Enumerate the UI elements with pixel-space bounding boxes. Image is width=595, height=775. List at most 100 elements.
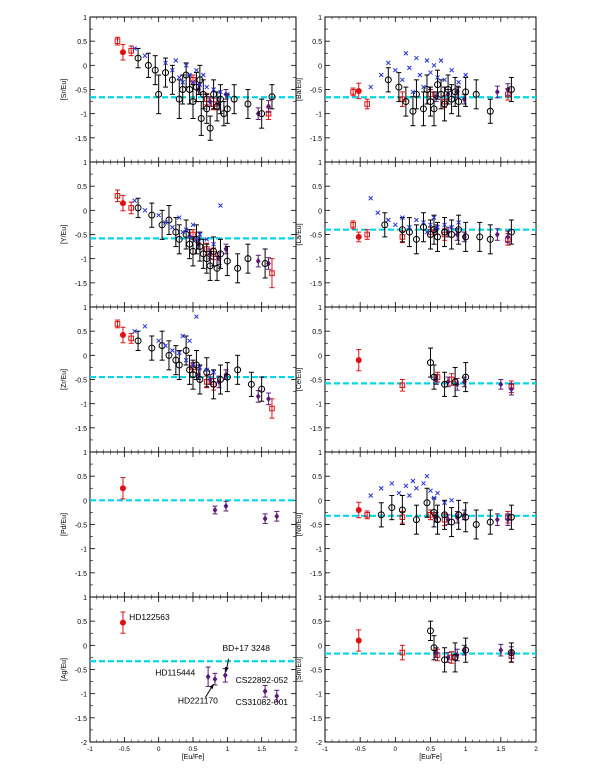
data-point-black-circle [223, 373, 231, 381]
arrow-head [209, 684, 214, 689]
data-point-black-circle [148, 211, 156, 219]
data-point-blue-cross [421, 481, 426, 486]
data-point-blue-cross [456, 79, 461, 85]
data-point-blue-cross [218, 89, 223, 95]
x-tick-label: 1 [226, 746, 230, 753]
data-point-blue-cross [183, 62, 189, 68]
y-tick-label: -1 [81, 692, 87, 699]
data-point-blue-cross [407, 224, 412, 230]
data-point-black-circle [472, 521, 480, 528]
data-point-blue-cross [435, 75, 440, 80]
data-point-blue-cross [449, 497, 454, 503]
data-point-blue-cross [442, 222, 447, 228]
y-tick-label: -1.5 [75, 426, 87, 433]
data-point-black-circle [247, 380, 255, 388]
data-point-black-circle [437, 90, 445, 98]
data-point-purple-diamond [498, 381, 504, 388]
star-label: CS22892-052 [236, 675, 289, 685]
data-point-blue-cross [163, 343, 168, 349]
data-point-blue-cross [392, 222, 398, 228]
panel-frame [324, 306, 537, 453]
data-point-purple-diamond [445, 378, 451, 386]
data-point-blue-cross [197, 365, 203, 370]
data-point-black-circle [451, 653, 459, 661]
data-point-black-circle [507, 228, 515, 236]
y-axis-label: [Ag/Eu] [61, 658, 68, 681]
data-point-red-square [114, 193, 121, 199]
data-point-black-circle [472, 90, 480, 98]
panel-ce: 1 0.5 0 -0.5 -1 -1.5 [Ce/Eu] [296, 305, 537, 453]
data-point-purple-diamond [255, 257, 261, 265]
data-point-black-circle [486, 235, 494, 243]
y-tick-label: 0.5 [312, 474, 322, 481]
data-point-red-circle [119, 619, 126, 626]
data-point-purple-diamond [505, 516, 511, 523]
panel-nd: 1 0.5 0 -0.5 -1 -1.5 [Nd/Eu] [296, 450, 537, 598]
data-point-black-circle [398, 506, 406, 514]
data-point-black-circle [179, 86, 187, 93]
y-tick-label: 1 [318, 450, 322, 457]
data-point-black-circle [388, 504, 396, 512]
data-point-blue-cross [428, 70, 433, 75]
y-axis-label: [Sr/Eu] [61, 79, 68, 100]
data-point-black-circle [210, 247, 218, 255]
y-axis-label: [Sm/Eu] [296, 657, 303, 682]
data-point-blue-cross [218, 203, 223, 208]
data-point-purple-diamond [445, 654, 451, 661]
data-point-black-circle [144, 61, 152, 69]
data-point-blue-cross [414, 55, 419, 61]
data-point-black-circle [234, 366, 242, 374]
data-point-purple-diamond [205, 673, 211, 680]
data-point-purple-diamond [445, 516, 451, 523]
data-point-blue-cross [385, 217, 391, 223]
y-tick-label: -1.5 [310, 136, 322, 143]
data-point-blue-cross [403, 483, 409, 489]
y-axis-label: [Ce/Eu] [296, 368, 303, 391]
data-point-purple-diamond [266, 103, 271, 110]
data-point-blue-cross [194, 314, 199, 320]
y-tick-label: 1 [318, 305, 322, 312]
data-point-blue-cross [194, 67, 199, 73]
data-point-blue-cross [463, 72, 469, 78]
star-label: HD122563 [129, 612, 170, 622]
y-tick-label: -0.5 [75, 668, 87, 675]
data-point-purple-diamond [222, 672, 228, 679]
data-point-purple-diamond [207, 98, 213, 105]
data-point-red-square [350, 222, 356, 228]
data-point-black-circle [430, 508, 438, 516]
data-point-black-circle [427, 98, 434, 106]
data-point-blue-cross [368, 84, 374, 90]
data-point-black-circle [230, 95, 238, 103]
data-point-red-square [350, 89, 356, 95]
data-point-blue-cross [449, 224, 454, 230]
data-point-blue-cross [176, 75, 182, 80]
y-tick-label: 0.5 [312, 184, 322, 191]
y-tick-label: 0 [318, 643, 322, 650]
data-point-black-circle [155, 90, 163, 98]
data-point-blue-cross [170, 67, 175, 73]
data-point-black-circle [462, 513, 470, 521]
data-point-blue-cross [417, 72, 423, 78]
data-point-black-circle [427, 359, 434, 367]
data-point-red-square [364, 512, 370, 518]
y-axis-label: [Y/Eu] [61, 225, 68, 244]
data-point-purple-diamond [508, 385, 514, 393]
arrow-head [225, 667, 229, 672]
data-point-black-circle [258, 385, 266, 393]
panel-frame [324, 596, 537, 743]
data-point-blue-cross [442, 77, 447, 83]
data-point-purple-diamond [212, 675, 218, 683]
data-point-blue-cross [180, 229, 186, 235]
data-point-black-circle [244, 100, 252, 108]
data-point-red-square [114, 321, 121, 327]
data-point-black-circle [455, 511, 463, 519]
data-point-blue-cross [190, 362, 196, 368]
data-point-red-circle [355, 637, 362, 644]
y-tick-label: -1 [316, 257, 322, 264]
y-axis-label: [Pd/Eu] [61, 513, 68, 536]
y-tick-label: -1 [81, 402, 87, 409]
data-point-blue-cross [449, 67, 454, 73]
data-point-red-square [128, 48, 134, 54]
data-point-purple-diamond [498, 646, 504, 654]
data-point-black-circle [427, 627, 434, 635]
